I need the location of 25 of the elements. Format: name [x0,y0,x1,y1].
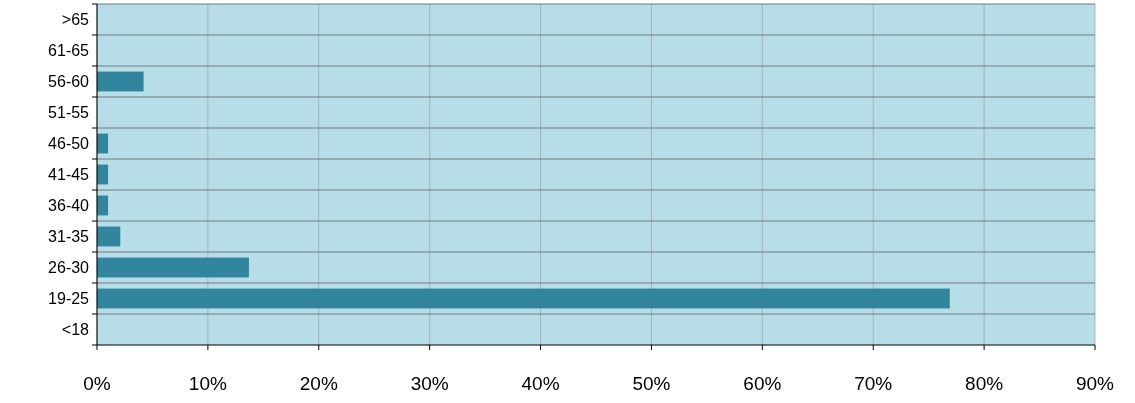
y-tick-label: >65 [61,11,90,29]
bar [97,71,144,92]
y-tick-label: <18 [61,321,90,339]
y-tick-label: 31-35 [48,228,90,246]
x-tick-label: 0% [83,373,111,394]
y-tick-label: 61-65 [48,42,90,60]
y-tick-label: 36-40 [48,197,90,215]
x-tick-label: 60% [743,373,782,394]
bar [97,288,950,309]
y-tick-label: 51-55 [48,104,90,122]
x-tick-label: 10% [188,373,228,394]
x-tick-label: 50% [632,373,671,394]
x-tick-label: 70% [854,373,893,394]
y-tick-label: 19-25 [48,290,90,308]
y-tick-label: 46-50 [48,135,90,153]
bar [97,226,121,247]
x-tick-label: 30% [410,373,449,394]
y-tick-label: 41-45 [48,166,90,184]
x-tick-label: 20% [299,373,338,394]
x-tick-label: 40% [521,373,560,394]
x-tick-label: 90% [1075,373,1115,394]
bar [97,257,249,278]
x-tick-label: 80% [965,373,1004,394]
y-tick-label: 56-60 [48,73,90,91]
y-tick-label: 26-30 [48,259,90,277]
